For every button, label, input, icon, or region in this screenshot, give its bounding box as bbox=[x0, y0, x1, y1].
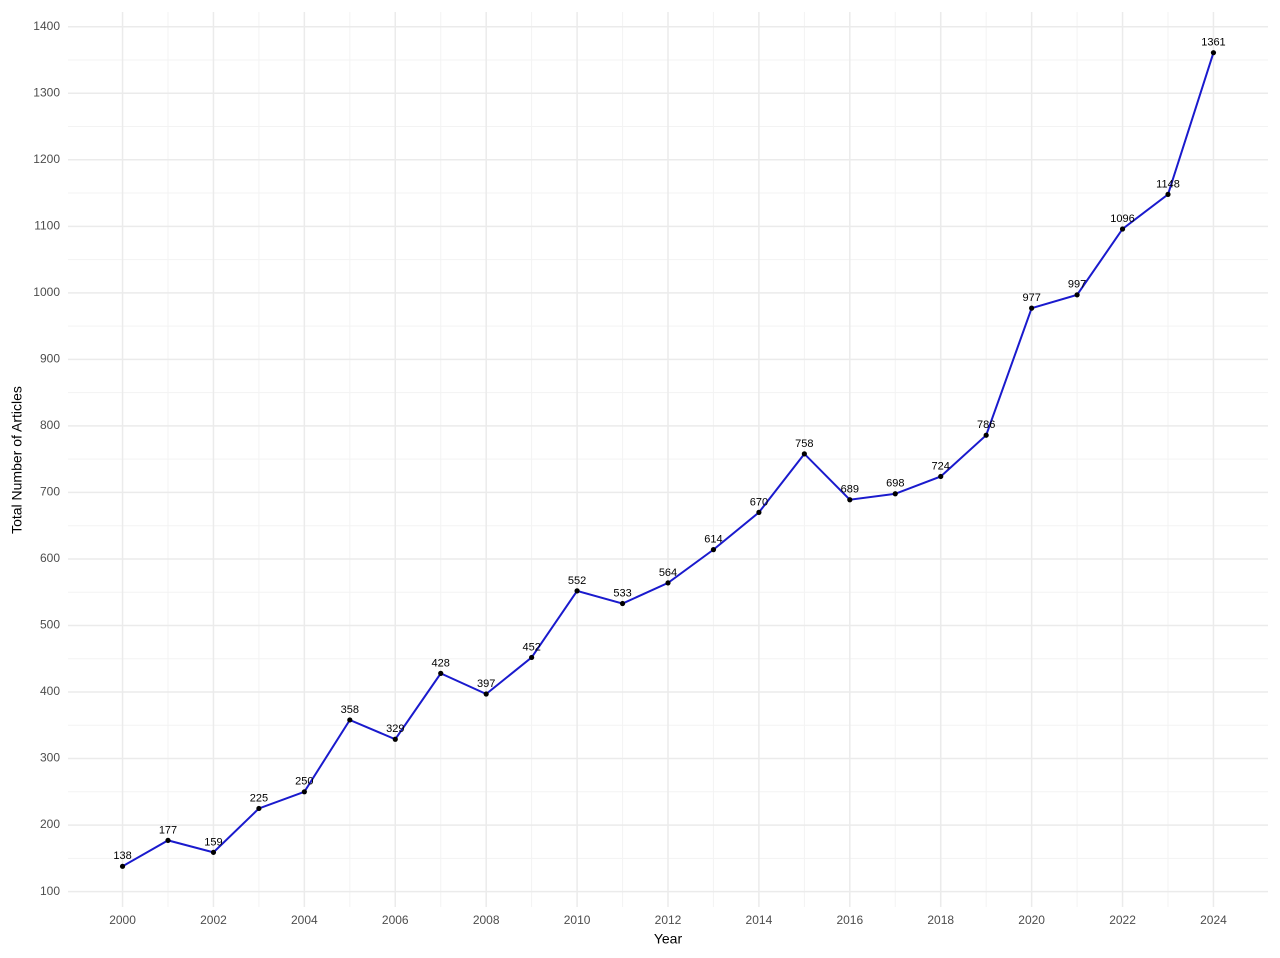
data-label: 997 bbox=[1068, 279, 1086, 291]
data-label: 452 bbox=[522, 641, 540, 653]
data-label: 159 bbox=[204, 836, 222, 848]
data-label: 250 bbox=[295, 776, 313, 788]
data-label: 698 bbox=[886, 478, 904, 490]
data-label: 1096 bbox=[1110, 213, 1134, 225]
y-tick-label: 500 bbox=[40, 618, 60, 632]
x-tick-label: 2004 bbox=[291, 913, 318, 927]
data-label: 724 bbox=[932, 460, 950, 472]
x-axis-title: Year bbox=[654, 931, 683, 947]
y-tick-label: 1400 bbox=[33, 19, 60, 33]
y-tick-label: 700 bbox=[40, 485, 60, 499]
x-tick-label: 2008 bbox=[473, 913, 500, 927]
y-tick-label: 100 bbox=[40, 884, 60, 898]
data-label: 552 bbox=[568, 575, 586, 587]
data-label: 533 bbox=[613, 587, 631, 599]
y-tick-label: 300 bbox=[40, 751, 60, 765]
data-label: 564 bbox=[659, 567, 677, 579]
data-point bbox=[710, 547, 717, 553]
data-point bbox=[756, 509, 762, 515]
data-point bbox=[892, 491, 898, 497]
data-point bbox=[1029, 305, 1035, 311]
data-point bbox=[165, 837, 171, 843]
data-point bbox=[119, 863, 126, 869]
data-label: 358 bbox=[341, 704, 359, 716]
x-tick-label: 2000 bbox=[109, 913, 136, 927]
data-point bbox=[483, 691, 489, 697]
data-label: 138 bbox=[113, 850, 131, 862]
data-point bbox=[801, 451, 807, 457]
x-tick-label: 2018 bbox=[927, 913, 954, 927]
data-label: 689 bbox=[841, 484, 859, 496]
y-tick-label: 1200 bbox=[33, 152, 60, 166]
data-point bbox=[574, 588, 580, 594]
x-tick-label: 2022 bbox=[1109, 913, 1136, 927]
data-point bbox=[529, 654, 535, 661]
x-tick-label: 2014 bbox=[746, 913, 773, 927]
data-label: 670 bbox=[750, 496, 768, 508]
data-label: 1148 bbox=[1156, 178, 1180, 190]
y-tick-label: 800 bbox=[40, 418, 60, 432]
x-tick-label: 2006 bbox=[382, 913, 409, 927]
data-label: 329 bbox=[386, 723, 404, 735]
data-point bbox=[665, 580, 671, 586]
y-tick-label: 1300 bbox=[33, 85, 60, 99]
data-label: 786 bbox=[977, 419, 995, 431]
data-point bbox=[938, 473, 944, 480]
y-tick-label: 1000 bbox=[33, 285, 60, 299]
data-point bbox=[847, 497, 853, 503]
x-tick-label: 2020 bbox=[1018, 913, 1045, 927]
data-point bbox=[438, 670, 444, 676]
data-label: 758 bbox=[795, 438, 813, 450]
data-point bbox=[1119, 226, 1126, 232]
data-point bbox=[347, 717, 353, 723]
data-label: 225 bbox=[250, 792, 268, 804]
y-tick-label: 900 bbox=[40, 352, 60, 366]
y-tick-label: 1100 bbox=[34, 218, 60, 232]
data-point bbox=[983, 432, 989, 438]
data-point bbox=[392, 736, 398, 742]
data-point bbox=[1165, 191, 1171, 197]
x-tick-label: 2016 bbox=[836, 913, 863, 927]
data-point bbox=[210, 849, 217, 855]
y-axis-title: Total Number of Articles bbox=[9, 386, 25, 534]
data-label: 397 bbox=[477, 678, 495, 690]
data-point bbox=[1074, 292, 1080, 298]
x-tick-label: 2012 bbox=[655, 913, 682, 927]
y-tick-label: 400 bbox=[40, 684, 60, 698]
data-label: 428 bbox=[432, 657, 450, 669]
data-point bbox=[256, 805, 262, 812]
data-point bbox=[619, 600, 626, 607]
y-tick-label: 200 bbox=[40, 817, 60, 831]
data-point bbox=[1210, 50, 1217, 56]
data-label: 177 bbox=[159, 824, 177, 836]
x-tick-label: 2002 bbox=[200, 913, 227, 927]
data-label: 1361 bbox=[1201, 37, 1225, 49]
data-point bbox=[301, 789, 307, 795]
x-tick-label: 2010 bbox=[564, 913, 591, 927]
x-tick-label: 2024 bbox=[1200, 913, 1227, 927]
data-label: 614 bbox=[704, 534, 722, 546]
data-label: 977 bbox=[1022, 292, 1040, 304]
y-tick-label: 600 bbox=[40, 551, 60, 565]
